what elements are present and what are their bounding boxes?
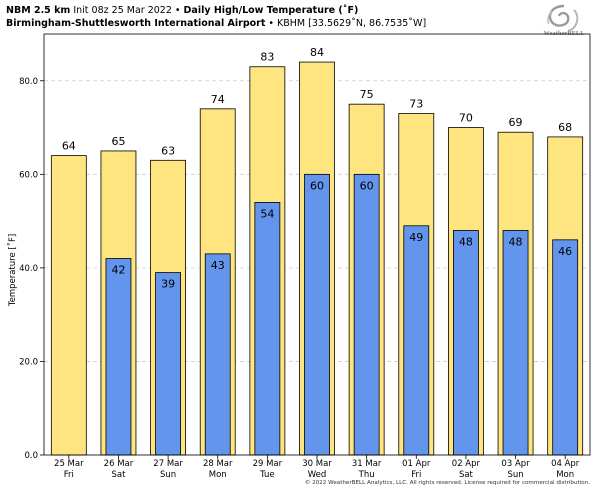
bars-layer [50,61,584,456]
low-temp-label: 60 [310,179,324,192]
low-temp-label: 49 [409,231,423,244]
high-temp-label: 73 [409,98,423,111]
low-temp-bar [304,173,330,456]
x-tick-date: 01 Apr [402,459,431,469]
x-tick-day: Thu [358,470,375,480]
x-tick-day: Wed [308,470,327,480]
low-temp-bar [403,225,430,456]
high-temp-label: 69 [509,116,523,129]
copyright-notice: © 2022 WeatherBELL Analytics, LLC. All r… [304,480,590,486]
model-name: NBM 2.5 km [6,5,71,16]
y-tick-label: 80.0 [19,77,38,87]
x-tick-day: Mon [556,470,574,480]
weatherbell-logo: WeatherBELL [532,2,596,38]
high-temp-label: 68 [558,121,572,134]
y-axis-label: Temperature [˚F] [7,234,18,307]
x-tick-day: Sun [507,470,523,480]
x-tick-date: 31 Mar [352,459,382,469]
x-tick-date: 28 Mar [203,459,233,469]
low-temp-label: 42 [111,264,125,277]
chart-title: Daily High/Low Temperature (˚F) [183,5,359,16]
high-temp-label: 84 [310,46,324,59]
low-temp-bar [105,258,132,456]
low-temp-label: 43 [211,259,225,272]
high-temp-label: 64 [62,140,76,153]
low-temp-label: 46 [558,245,572,258]
x-tick-date: 27 Mar [153,459,183,469]
x-tick-day: Fri [411,470,421,480]
low-temp-bar [155,272,181,456]
bullet-separator: • [174,5,181,16]
y-tick-label: 40.0 [19,264,38,274]
x-tick-date: 04 Apr [551,459,580,469]
logo-wordmark: WeatherBELL [543,30,585,37]
x-tick-date: 30 Mar [302,459,332,469]
x-tick-day: Fri [64,470,74,480]
high-temp-label: 83 [260,51,274,64]
low-temp-bar [552,239,579,456]
x-tick-date: 26 Mar [104,459,134,469]
low-temp-bar [453,230,479,456]
high-temp-bar [50,155,87,456]
y-tick-label: 20.0 [19,357,38,367]
y-tick-label: 60.0 [19,170,38,180]
low-temp-bar [502,230,529,456]
x-tick-day: Sat [459,470,474,480]
chart-header-line-1: NBM 2.5 km Init 08z 25 Mar 2022 • Daily … [6,5,358,17]
weatherbell-swirl-logo-icon: WeatherBELL [543,4,585,37]
x-tick-day: Sat [111,470,126,480]
low-temp-bar [204,253,231,456]
x-tick-day: Tue [259,470,275,480]
y-tick-label: 0.0 [24,451,38,461]
x-tick-date: 29 Mar [253,459,283,469]
station-name: Birmingham-Shuttlesworth International A… [6,18,266,29]
low-temp-label: 60 [360,179,374,192]
low-temp-bar [254,201,281,456]
high-temp-label: 75 [360,88,374,101]
high-temp-label: 65 [111,135,125,148]
high-temp-label: 70 [459,112,473,125]
x-tick-date: 02 Apr [452,459,481,469]
high-temp-label: 63 [161,144,175,157]
station-meta: • KBHM [33.5629˚N, 86.7535˚W] [268,18,427,29]
low-temp-label: 39 [161,278,175,291]
low-temp-label: 48 [509,235,523,248]
x-tick-date: 25 Mar [54,459,84,469]
x-tick-day: Mon [209,470,227,480]
low-temp-label: 54 [260,207,274,220]
low-temp-bar [353,173,380,456]
x-tick-date: 03 Apr [501,459,530,469]
value-labels-layer: 64 65 42 63 39 74 43 83 54 84 60 75 60 73 49 70 48 69 48 68… [62,46,572,291]
high-temp-label: 74 [211,93,225,106]
chart-header-line-2: Birmingham-Shuttlesworth International A… [6,18,426,30]
low-temp-label: 48 [459,235,473,248]
x-tick-day: Sun [160,470,176,480]
init-time: Init 08z 25 Mar 2022 [73,5,172,16]
